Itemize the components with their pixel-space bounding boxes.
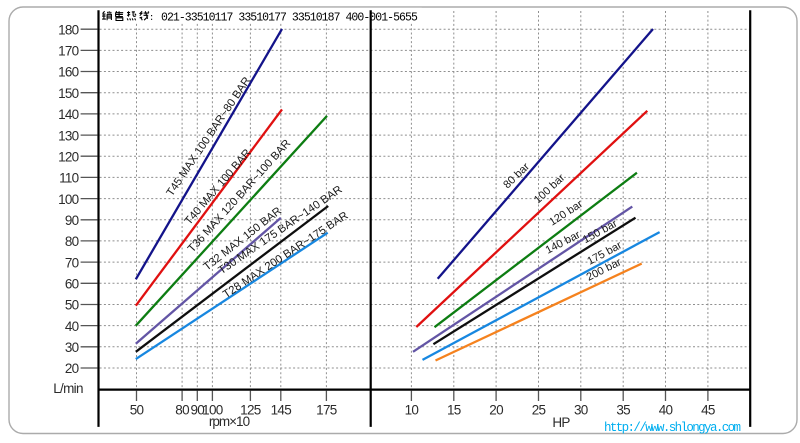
svg-text:70: 70 [65,255,79,270]
svg-text:rpm×10: rpm×10 [209,414,250,429]
svg-text:50: 50 [130,403,144,418]
svg-text:160: 160 [58,65,79,80]
svg-text:180: 180 [58,22,79,37]
svg-text:40: 40 [659,403,673,418]
svg-text:130: 130 [58,128,79,143]
svg-text:175: 175 [316,403,337,418]
svg-text:30: 30 [65,340,79,355]
svg-text:125: 125 [240,403,261,418]
svg-text:15: 15 [447,403,461,418]
svg-text:110: 110 [59,171,79,186]
svg-text:45: 45 [701,403,715,418]
svg-text:60: 60 [65,277,79,292]
svg-text:145: 145 [271,403,292,418]
svg-text:40: 40 [65,319,79,334]
svg-text:150: 150 [58,86,79,101]
svg-text:10: 10 [405,403,419,418]
svg-text:HP: HP [552,415,570,430]
svg-text:021-33510117 33510177 33510187: 021-33510117 33510177 33510187 400-001-5… [161,11,418,24]
svg-text:25: 25 [532,403,546,418]
svg-text:30: 30 [574,403,588,418]
svg-text:120: 120 [58,149,79,164]
svg-text:20: 20 [65,361,79,376]
svg-text:170: 170 [58,44,79,59]
svg-text:L/min: L/min [53,381,83,396]
svg-text:35: 35 [616,403,630,418]
svg-text:50: 50 [65,298,79,313]
svg-text:80: 80 [175,403,189,418]
svg-text:80: 80 [65,234,79,249]
svg-text:100: 100 [202,403,223,418]
svg-text:90: 90 [65,213,79,228]
svg-text:20: 20 [489,403,503,418]
svg-text:http://www.shlongya.com: http://www.shlongya.com [604,421,741,435]
svg-text:90: 90 [190,403,204,418]
svg-text:140: 140 [58,107,79,122]
svg-text:100: 100 [58,192,79,207]
